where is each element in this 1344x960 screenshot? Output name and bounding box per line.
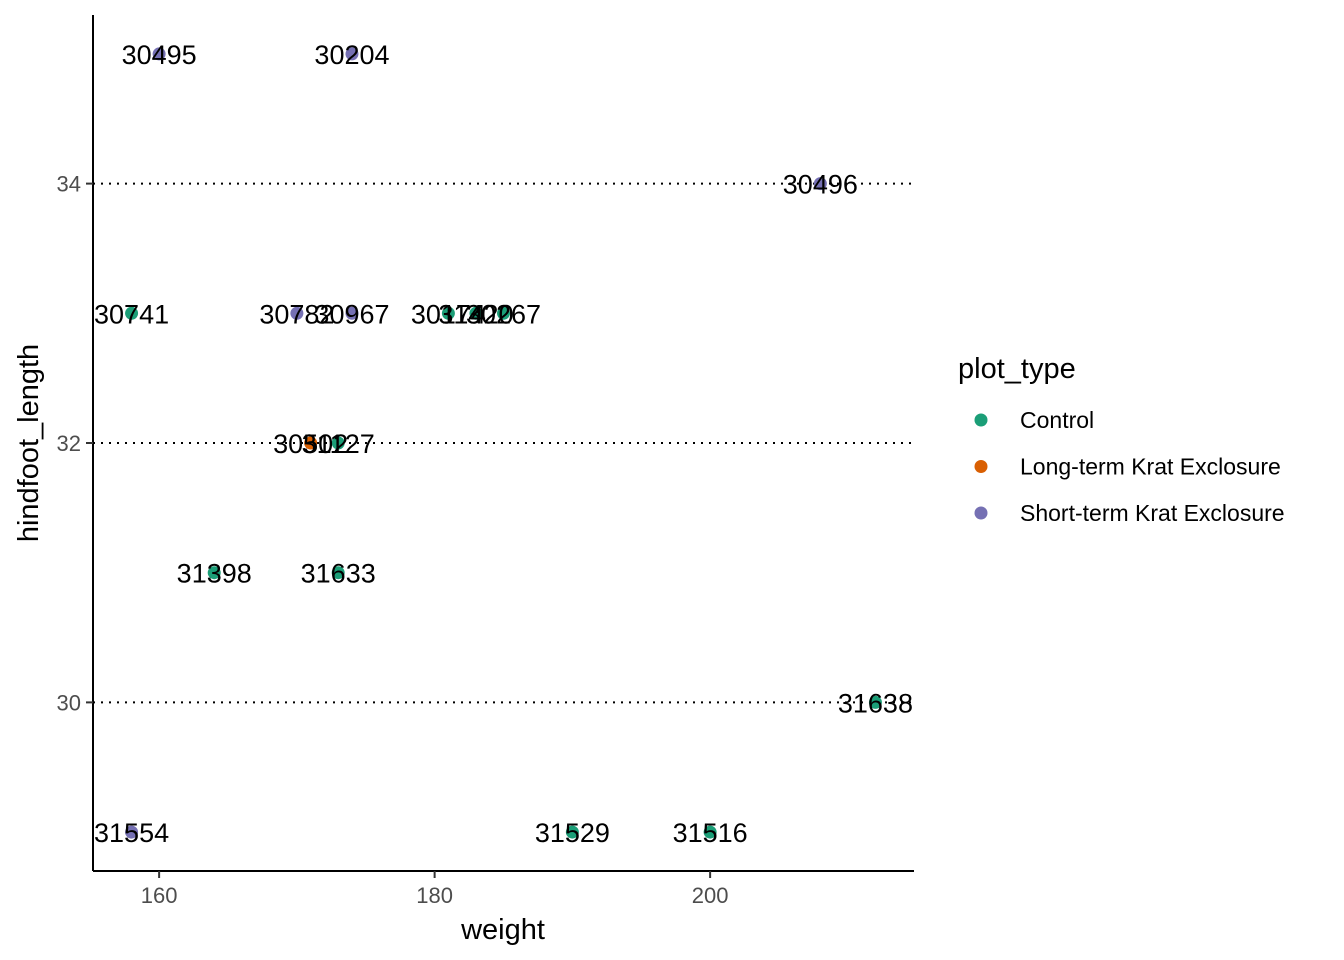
data-point: [152, 47, 166, 61]
point-label: 30267: [466, 299, 541, 329]
y-axis-title: hindfoot_length: [13, 344, 45, 542]
data-point: [703, 825, 717, 839]
data-point: [345, 47, 359, 61]
y-tick-label: 34: [57, 172, 81, 197]
point-label: 31529: [535, 818, 610, 848]
point-label: 30782: [259, 299, 334, 329]
point-label: 30741: [94, 299, 169, 329]
point-label: 30204: [314, 40, 389, 70]
point-label: 31420: [438, 299, 513, 329]
data-point: [207, 566, 221, 580]
data-point: [497, 306, 510, 320]
y-tick-label: 30: [57, 690, 81, 715]
point-label: 31633: [301, 559, 376, 589]
legend-label: Control: [1020, 407, 1094, 433]
data-points: [125, 47, 882, 839]
y-tick-label: 32: [57, 431, 81, 456]
point-label: 31398: [177, 559, 252, 589]
data-point: [331, 436, 345, 450]
data-point: [441, 306, 455, 320]
data-point: [331, 566, 345, 580]
point-label: 31516: [673, 818, 748, 848]
point-label: 30174: [411, 299, 486, 329]
data-point: [345, 306, 359, 320]
point-label: 31554: [94, 818, 169, 848]
x-tick-label: 160: [141, 883, 178, 908]
data-point: [125, 306, 139, 320]
legend-key: [974, 506, 988, 520]
point-label: 30495: [122, 40, 197, 70]
point-label: 31127: [302, 429, 375, 459]
legend-key: [974, 460, 988, 473]
y-axis-ticks: 30 32 34: [57, 172, 93, 715]
data-point: [469, 306, 483, 320]
legend-label: Long-term Krat Exclosure: [1020, 454, 1281, 480]
data-point: [813, 177, 827, 191]
point-label: 30967: [314, 299, 389, 329]
x-tick-label: 200: [692, 883, 729, 908]
point-label: 30496: [783, 170, 858, 200]
legend-title: plot_type: [958, 353, 1076, 385]
point-label: 31638: [838, 688, 913, 718]
gridlines: [93, 182, 914, 704]
data-point: [290, 306, 304, 320]
x-tick-label: 180: [416, 883, 453, 908]
legend-label: Short-term Krat Exclosure: [1020, 500, 1285, 526]
data-point: [125, 825, 139, 839]
legend-key: [974, 413, 988, 427]
data-point: [868, 695, 882, 709]
x-axis-ticks: 160 180 200: [141, 871, 729, 908]
legend: plot_type Control Long-term Krat Exclosur…: [958, 353, 1285, 526]
point-label: 30502: [273, 429, 348, 459]
data-point: [304, 436, 318, 450]
x-axis-title: weight: [460, 914, 545, 946]
data-point: [565, 825, 579, 839]
